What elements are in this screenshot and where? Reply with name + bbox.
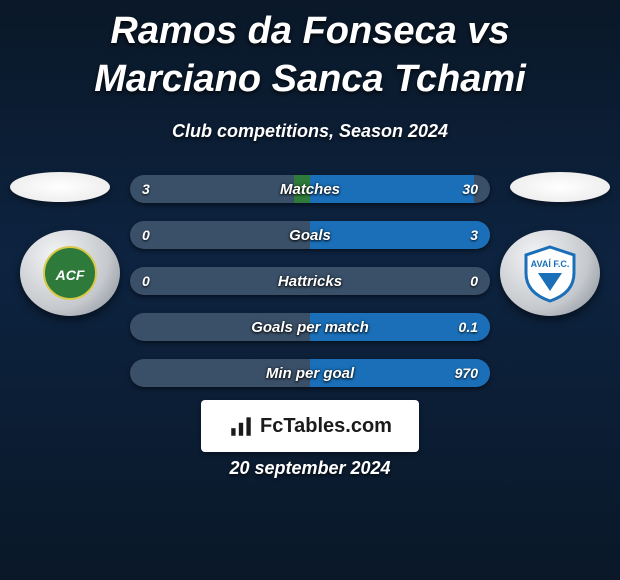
stat-value-right: 0 [470,267,478,295]
stat-value-right: 0.1 [459,313,478,341]
stat-value-right: 30 [462,175,478,203]
club-badge-right: AVAÍ F.C. [500,230,600,316]
date-text: 20 september 2024 [0,458,620,479]
stat-label: Matches [130,175,490,203]
stat-value-left: 0 [142,267,150,295]
stat-value-left: 0 [142,221,150,249]
stat-rows-container: Matches330Goals03Hattricks00Goals per ma… [130,175,490,405]
shield-icon: ACF [40,243,100,303]
stat-value-right: 3 [470,221,478,249]
stat-row: Hattricks0 0 [130,267,490,295]
shield-icon: AVAÍ F.C. [520,243,580,303]
stat-label: Hattricks [130,267,490,295]
brand-logo-box: FcTables.com [201,400,419,452]
svg-text:ACF: ACF [55,267,85,283]
player-photo-right [510,172,610,202]
stat-value-left: 3 [142,175,150,203]
stat-label: Goals [130,221,490,249]
stat-label: Goals per match [130,313,490,341]
stat-value-right: 970 [455,359,478,387]
club-badge-left: ACF [20,230,120,316]
stat-row: Matches3 30 [130,175,490,203]
stat-label: Min per goal [130,359,490,387]
subtitle: Club competitions, Season 2024 [0,121,620,142]
page-title: Ramos da Fonseca vs Marciano Sanca Tcham… [0,0,620,103]
bar-chart-icon [228,413,254,439]
player-photo-left [10,172,110,202]
svg-text:AVAÍ F.C.: AVAÍ F.C. [531,259,570,269]
brand-text: FcTables.com [260,415,392,438]
stat-row: Goals per match0.1 [130,313,490,341]
stat-row: Min per goal970 [130,359,490,387]
stat-row: Goals0 3 [130,221,490,249]
